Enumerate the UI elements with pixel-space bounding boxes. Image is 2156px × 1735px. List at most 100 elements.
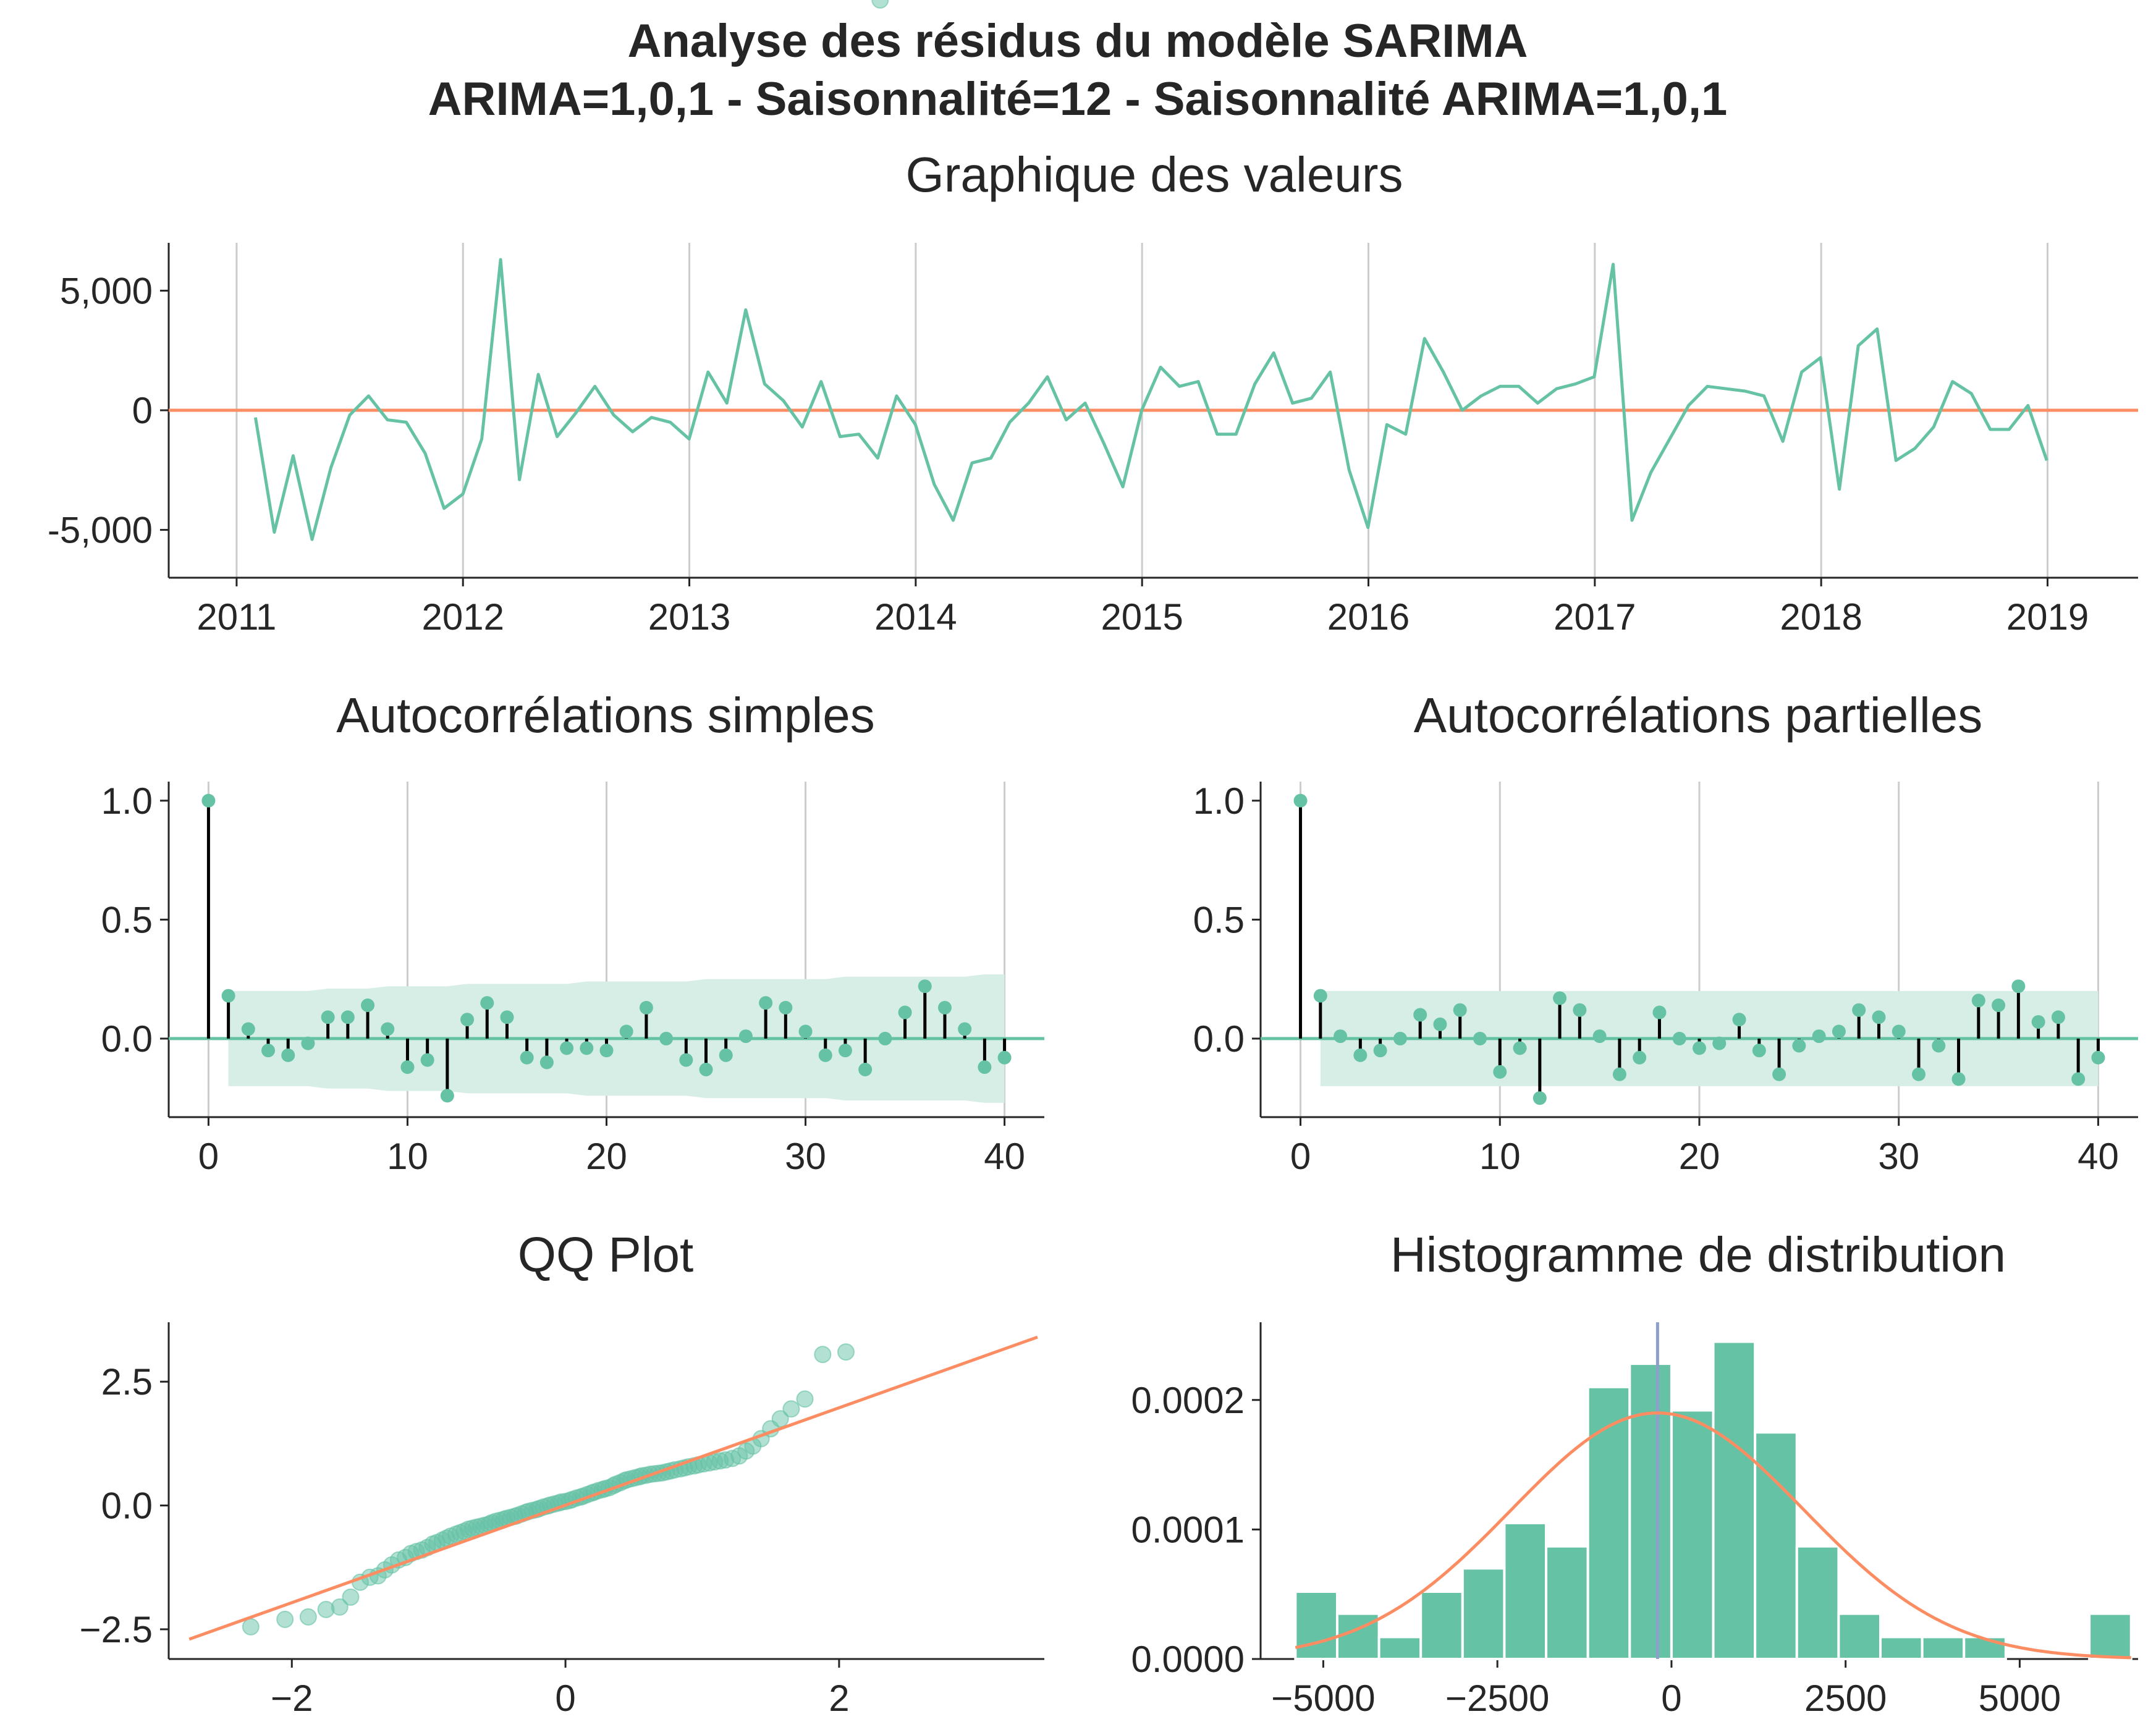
qq-point-5 (342, 1588, 360, 1606)
acf-marker-33 (858, 1062, 873, 1076)
acf-marker-17 (539, 1055, 554, 1070)
residuals-y-tick-label-1: 0 (132, 390, 153, 431)
histogram-bar-13 (1837, 1612, 1882, 1660)
pacf-marker-22 (1732, 1013, 1746, 1027)
acf-marker-22 (639, 1000, 653, 1015)
pacf-marker-23 (1752, 1044, 1766, 1058)
acf-panel: Autocorrélations simples 0 10 20 30 40 1.0 0.5… (101, 688, 1044, 1177)
histogram-bar-16 (1963, 1636, 2007, 1661)
pacf-panel: Autocorrélations partielles 0 10 20 30 40 1.0… (1193, 688, 2138, 1177)
pacf-marker-19 (1672, 1031, 1686, 1045)
pacf-title: Autocorrélations partielles (1414, 688, 1982, 743)
acf-marker-5 (301, 1036, 315, 1050)
pacf-marker-32 (1932, 1039, 1946, 1053)
histogram-bar-10 (1712, 1340, 1757, 1661)
acf-marker-32 (838, 1044, 852, 1058)
pacf-marker-2 (1334, 1029, 1348, 1044)
pacf-marker-0 (1293, 793, 1308, 808)
acf-marker-39 (978, 1060, 992, 1074)
acf-marker-29 (779, 1000, 793, 1015)
qq-y-tick-label-2: −2.5 (80, 1609, 153, 1650)
qq-y-tick-label-1: 0.0 (101, 1485, 153, 1527)
acf-marker-25 (699, 1062, 713, 1076)
histogram-x-tick-label-1: −2500 (1445, 1678, 1550, 1719)
acf-marker-35 (898, 1005, 912, 1019)
pacf-x-tick-label-2: 20 (1679, 1136, 1720, 1177)
pacf-marker-34 (1971, 994, 1985, 1008)
histogram-bar-15 (1921, 1636, 1966, 1661)
histogram-y-tick-label-0: 0.0002 (1131, 1380, 1245, 1421)
acf-marker-19 (580, 1041, 594, 1055)
qq-panel: QQ Plot −2 0 2 2.5 0.0 −2.5 (80, 0, 1044, 1719)
acf-marker-18 (560, 1041, 574, 1055)
pacf-marker-21 (1712, 1036, 1727, 1050)
residuals-y-tick-label-2: -5,000 (48, 510, 153, 551)
acf-x-tick-label-0: 0 (198, 1136, 219, 1177)
pacf-y-tick-label-1: 0.5 (1193, 899, 1245, 940)
histogram-bar-4 (1461, 1567, 1506, 1661)
histogram-x-tick-label-4: 5000 (1979, 1678, 2061, 1719)
acf-marker-3 (261, 1044, 276, 1058)
acf-y-tick-label-0: 1.0 (101, 780, 153, 822)
histogram-bar-12 (1795, 1545, 1840, 1660)
qq-point-102 (871, 0, 889, 9)
acf-marker-36 (918, 979, 932, 994)
histogram-bar-14 (1879, 1636, 1924, 1661)
qq-point-2 (299, 1608, 317, 1626)
pacf-marker-24 (1772, 1067, 1786, 1081)
pacf-marker-7 (1433, 1017, 1447, 1031)
acf-marker-38 (958, 1022, 972, 1036)
histogram-bar-5 (1503, 1521, 1548, 1660)
histogram-bar-3 (1419, 1590, 1464, 1660)
acf-marker-2 (241, 1022, 255, 1036)
residuals-x-tick-label-5: 2016 (1327, 596, 1410, 638)
pacf-marker-16 (1612, 1067, 1626, 1081)
histogram-normal-curve (1295, 1411, 2131, 1660)
pacf-marker-17 (1633, 1050, 1647, 1065)
pacf-marker-29 (1872, 1010, 1886, 1024)
pacf-marker-5 (1393, 1031, 1407, 1045)
qq-point-101 (837, 1343, 855, 1361)
pacf-marker-37 (2031, 1015, 2045, 1029)
histogram-panel: Histogramme de distribution −5000 −2500 0 2… (1131, 1227, 2138, 1719)
histogram-bar-19 (2088, 1612, 2133, 1660)
histogram-bar-9 (1670, 1409, 1715, 1661)
pacf-marker-8 (1453, 1003, 1467, 1017)
qq-point-97 (771, 1410, 789, 1428)
acf-marker-21 (619, 1024, 633, 1039)
acf-marker-9 (381, 1022, 395, 1036)
histogram-x-tick-label-3: 2500 (1804, 1678, 1887, 1719)
pacf-y-tick-label-0: 1.0 (1193, 780, 1245, 822)
figure-title-line2: ARIMA=1,0,1 - Saisonnalité=12 - Saisonna… (428, 73, 1728, 125)
qq-point-4 (331, 1598, 349, 1616)
histogram-title: Histogramme de distribution (1390, 1227, 2006, 1282)
qq-point-100 (814, 1346, 832, 1364)
acf-marker-1 (221, 989, 235, 1003)
residuals-x-tick-label-1: 2012 (421, 596, 504, 638)
acf-marker-16 (520, 1050, 534, 1065)
histogram-bar-6 (1545, 1545, 1589, 1660)
pacf-marker-28 (1852, 1003, 1866, 1017)
histogram-x-tick-label-0: −5000 (1271, 1678, 1376, 1719)
acf-marker-4 (281, 1048, 295, 1062)
residuals-x-tick-label-7: 2018 (1780, 596, 1862, 638)
histogram-x-tick-label-2: 0 (1661, 1678, 1681, 1719)
histogram-bar-0 (1294, 1590, 1338, 1660)
histogram-y-tick-label-2: 0.0000 (1131, 1639, 1245, 1680)
acf-x-tick-label-1: 10 (387, 1136, 428, 1177)
acf-title: Autocorrélations simples (336, 688, 874, 743)
acf-marker-11 (420, 1053, 434, 1067)
acf-marker-7 (340, 1010, 355, 1024)
acf-marker-37 (937, 1000, 952, 1015)
acf-marker-34 (878, 1031, 892, 1045)
qq-point-99 (796, 1390, 814, 1408)
pacf-marker-36 (2011, 979, 2026, 994)
acf-y-tick-label-1: 0.5 (101, 899, 153, 940)
pacf-marker-35 (1992, 998, 2006, 1012)
acf-marker-40 (997, 1050, 1012, 1065)
acf-marker-24 (679, 1053, 693, 1067)
residuals-x-tick-label-0: 2011 (197, 596, 276, 638)
acf-marker-23 (659, 1031, 674, 1045)
acf-x-tick-label-2: 20 (586, 1136, 627, 1177)
